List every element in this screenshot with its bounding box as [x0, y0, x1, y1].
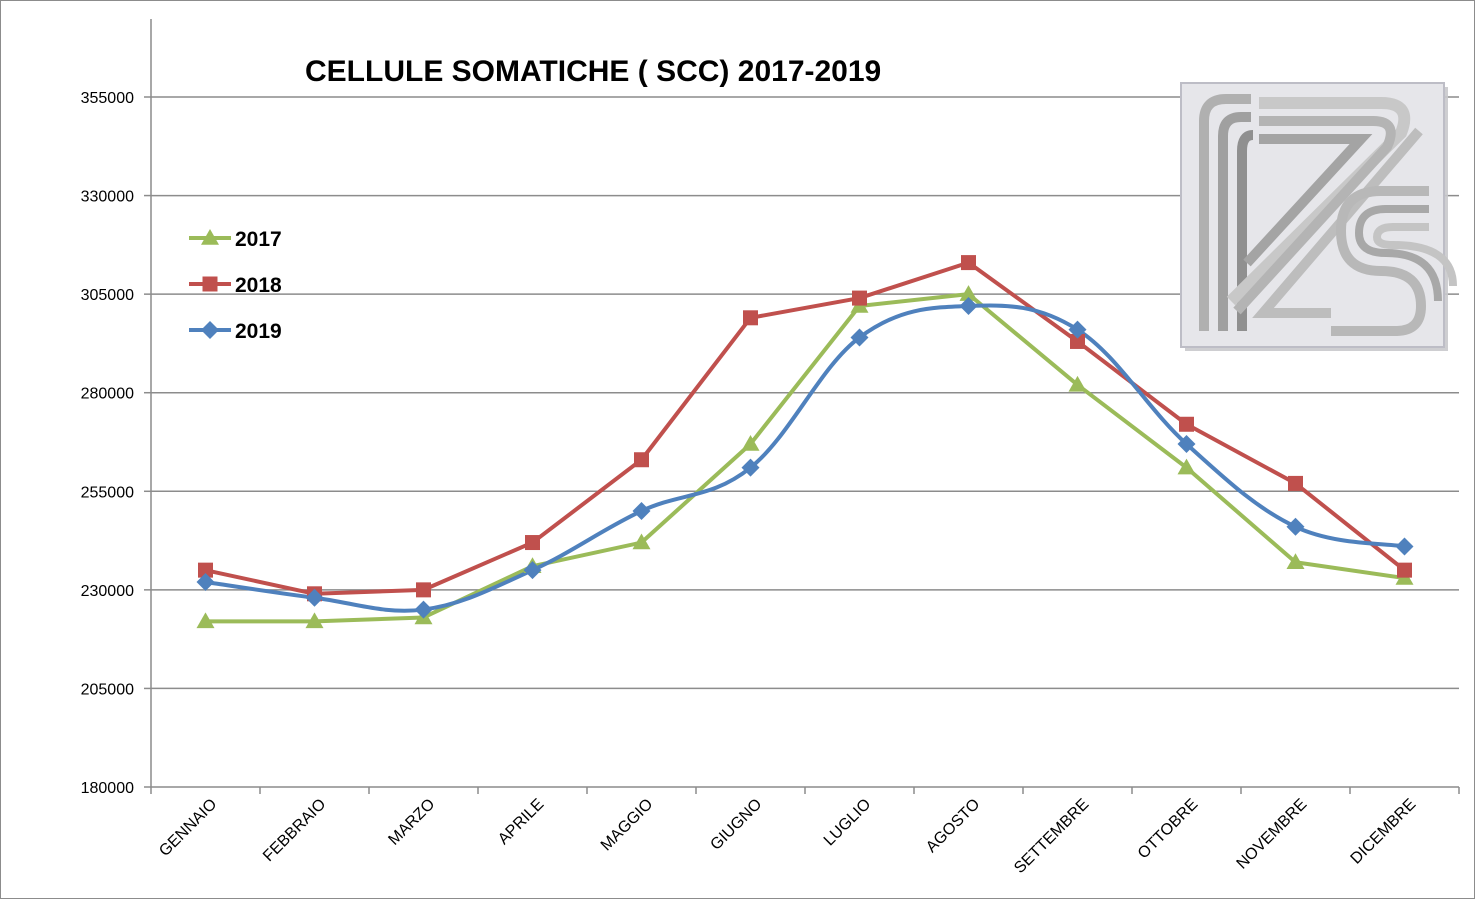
x-tick-label: FEBBRAIO	[260, 796, 329, 865]
data-point-2019-febbraio	[305, 588, 324, 607]
series-line-2019	[205, 303, 1405, 613]
x-tick-label: GENNAIO	[156, 796, 220, 860]
izs-logo-icon	[1180, 82, 1457, 351]
data-point-2019-ottobre	[1177, 434, 1196, 453]
data-point-2019-maggio	[632, 502, 651, 520]
legend-label-2018: 2018	[235, 274, 282, 297]
y-tick-label: 230000	[81, 583, 134, 600]
x-tick-label: AGOSTO	[923, 796, 983, 856]
y-tick-label: 355000	[81, 90, 134, 107]
y-tick-label: 180000	[81, 780, 134, 797]
y-tick-label: 305000	[81, 287, 134, 304]
x-tick-label: DICEMBRE	[1348, 796, 1420, 868]
x-tick-label: MAGGIO	[598, 796, 657, 855]
data-point-2017-maggio	[632, 533, 651, 550]
data-point-2019-aprile	[523, 561, 542, 580]
data-point-2018-dicembre	[1397, 562, 1412, 578]
data-point-2018-ottobre	[1179, 416, 1194, 432]
x-tick-label: NOVEMBRE	[1234, 796, 1311, 873]
data-point-2018-settembre	[1070, 333, 1085, 349]
axes	[144, 19, 1460, 794]
data-point-2018-luglio	[852, 290, 867, 306]
x-tick-label: GIUGNO	[707, 796, 765, 854]
data-point-2019-giugno	[741, 458, 760, 477]
y-tick-label: 280000	[81, 386, 134, 403]
data-point-2019-marzo	[414, 600, 433, 619]
data-point-2018-giugno	[743, 310, 758, 326]
legend: 2017 2018 2019	[189, 228, 282, 343]
legend-label-2017: 2017	[235, 228, 282, 251]
x-tick-label: OTTOBRE	[1135, 796, 1202, 863]
data-point-2019-settembre	[1068, 320, 1087, 339]
data-point-2019-novembre	[1286, 517, 1305, 536]
y-tick-label: 255000	[81, 484, 134, 501]
legend-label-2019: 2019	[235, 320, 282, 343]
legend-marker-2018	[202, 276, 218, 292]
x-tick-labels: GENNAIO FEBBRAIO MARZO APRILE MAGGIO GIUGNO LU…	[156, 796, 1419, 877]
y-tick-label: 330000	[81, 189, 134, 206]
data-point-2017-settembre	[1068, 375, 1087, 392]
series-line-2018	[205, 260, 1406, 596]
chart-title: CELLULE SOMATICHE ( SCC) 2017-2019	[305, 55, 881, 88]
y-tick-labels: 180000 205000 230000 255000 280000 305000 3300…	[81, 90, 134, 797]
series-markers	[196, 255, 1414, 629]
y-tick-label: 205000	[81, 681, 134, 698]
data-point-2019-dicembre	[1395, 537, 1414, 556]
data-point-2018-gennaio	[198, 562, 213, 578]
data-point-2018-maggio	[634, 452, 649, 468]
x-tick-label: SETTEMBRE	[1011, 796, 1092, 877]
legend-marker-2017	[201, 229, 219, 245]
data-point-2017-giugno	[741, 434, 760, 451]
data-point-2017-gennaio	[196, 612, 215, 629]
data-point-2017-febbraio	[305, 612, 324, 629]
data-point-2017-novembre	[1286, 553, 1305, 570]
data-point-2017-agosto	[959, 285, 978, 301]
data-point-2019-luglio	[850, 328, 869, 347]
data-point-2018-agosto	[961, 255, 976, 271]
legend-marker-2019	[201, 321, 219, 339]
data-point-2017-ottobre	[1177, 458, 1196, 475]
x-tick-label: LUGLIO	[821, 796, 875, 850]
data-point-2019-gennaio	[196, 572, 215, 591]
data-point-2019-agosto	[959, 296, 978, 315]
data-point-2018-novembre	[1288, 475, 1303, 491]
data-point-2018-aprile	[525, 535, 540, 551]
data-point-2018-marzo	[416, 582, 431, 598]
x-tick-label: MARZO	[385, 796, 438, 849]
x-tick-label: APRILE	[495, 796, 547, 848]
series-line-2017	[205, 292, 1405, 624]
